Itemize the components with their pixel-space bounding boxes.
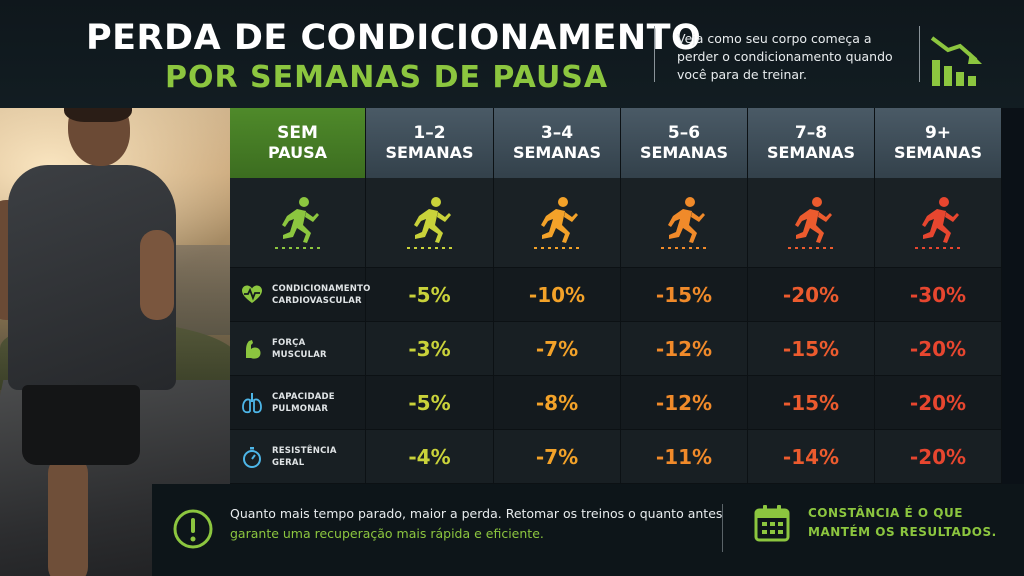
loss-value: -20% [875, 322, 1002, 376]
lungs-icon [242, 393, 262, 414]
column-header-line-1: SEM [277, 123, 318, 143]
runner-shorts [22, 385, 140, 465]
heart-pulse-icon [242, 285, 262, 303]
header: PERDA DE CONDICIONAMENTO POR SEMANAS DE … [0, 0, 1024, 108]
stopwatch-icon [243, 447, 261, 468]
column-header-line-1: 3–4 [540, 123, 574, 143]
title-line-1: PERDA DE CONDICIONAMENTO [86, 18, 702, 58]
running-person-icon [788, 197, 833, 249]
loss-value: -5% [366, 268, 494, 322]
header-divider [654, 26, 655, 82]
table-row: CONDICIONAMENTO CARDIOVASCULAR -5% -10% -15%… [230, 268, 1002, 322]
loss-value: -12% [621, 376, 748, 430]
loss-value: -11% [621, 430, 748, 484]
loss-value: -20% [875, 430, 1002, 484]
loss-value: -5% [366, 376, 494, 430]
row-label-text: CAPACIDADE PULMONAR [272, 391, 335, 415]
footer-tagline-line-1: CONSTÂNCIA É O QUE [808, 506, 963, 520]
column-header: 1–2 SEMANAS [366, 108, 494, 178]
column-header-line-2: SEMANAS [385, 143, 474, 162]
row-label: CAPACIDADE PULMONAR [230, 376, 366, 430]
footer-message-line-2: garante uma recuperação mais rápida e ef… [230, 526, 544, 541]
row-label: RESISTÊNCIA GERAL [230, 430, 366, 484]
running-person-icon [274, 197, 320, 249]
table-row: FORÇA MUSCULAR -3% -7% -12% -15% -20% [230, 322, 1002, 376]
loss-value: -4% [366, 430, 494, 484]
header-description: Veja como seu corpo começa a perder o co… [677, 31, 893, 82]
row-label-text: FORÇA MUSCULAR [272, 337, 327, 361]
row-label-line-2: CARDIOVASCULAR [272, 296, 362, 306]
row-label-line-1: RESISTÊNCIA [272, 446, 337, 456]
column-header-line-2: SEMANAS [639, 143, 729, 162]
header-divider [919, 26, 920, 82]
column-header-line-2: SEMANAS [766, 143, 856, 162]
column-header: 3–4 SEMANAS [494, 108, 621, 178]
row-label: FORÇA MUSCULAR [230, 322, 366, 376]
footer-tagline-line-2: MANTÉM OS RESULTADOS. [808, 525, 997, 539]
row-label-line-1: FORÇA [272, 338, 306, 348]
column-header-line-1: 5–6 [667, 123, 701, 143]
table-row: CAPACIDADE PULMONAR -5% -8% -12% -15% -20% [230, 376, 1002, 430]
row-label-line-2: GERAL [272, 458, 305, 468]
loss-value: -30% [875, 268, 1002, 322]
column-header: 9+ SEMANAS [875, 108, 1002, 178]
row-label-text: RESISTÊNCIA GERAL [272, 445, 337, 469]
footer-message-line-1: Quanto mais tempo parado, maior a perda.… [230, 506, 723, 521]
row-label-text: CONDICIONAMENTO CARDIOVASCULAR [272, 283, 371, 307]
runner-icons-row [230, 178, 1002, 268]
footer-divider [722, 504, 723, 552]
row-label-line-1: CONDICIONAMENTO [272, 284, 371, 294]
loss-value: -7% [494, 322, 621, 376]
running-person-icon [661, 197, 706, 249]
column-header-line-1: 9+ [924, 123, 952, 143]
column-header-line-1: 7–8 [794, 123, 828, 143]
row-label-line-2: MUSCULAR [272, 350, 327, 360]
runner-cell [748, 178, 875, 268]
calendar-icon [754, 505, 790, 542]
runner-cell [366, 178, 494, 268]
loss-value: -3% [366, 322, 494, 376]
exclamation-circle-icon [173, 509, 213, 549]
loss-value: -15% [748, 376, 875, 430]
loss-value: -15% [748, 322, 875, 376]
loss-value: -20% [748, 268, 875, 322]
table-row: RESISTÊNCIA GERAL -4% -7% -11% -14% -20% [230, 430, 1002, 484]
flexed-arm-icon [246, 340, 261, 359]
loss-value: -10% [494, 268, 621, 322]
column-header: 5–6 SEMANAS [621, 108, 748, 178]
column-header-line-2: SEMANAS [512, 143, 602, 162]
loss-table: SEM PAUSA 1–2 SEMANAS 3–4 SEMANAS 5–6 SEMANAS 7–… [230, 108, 1002, 484]
loss-value: -8% [494, 376, 621, 430]
footer: Quanto mais tempo parado, maior a perda.… [152, 484, 1024, 576]
running-person-icon [534, 197, 579, 249]
row-label: CONDICIONAMENTO CARDIOVASCULAR [230, 268, 370, 322]
runner-arm [140, 230, 174, 320]
runner-cell [875, 178, 1002, 268]
loss-value: -14% [748, 430, 875, 484]
column-header: 7–8 SEMANAS [748, 108, 875, 178]
runner-cell [621, 178, 748, 268]
column-header-line-2: PAUSA [267, 143, 328, 162]
runner-cell [494, 178, 621, 268]
loss-value: -12% [621, 322, 748, 376]
column-header-line-2: SEMANAS [893, 143, 983, 162]
running-person-icon [915, 197, 960, 249]
runner-cell [230, 178, 366, 268]
running-person-icon [406, 197, 452, 249]
declining-bar-chart-icon [930, 36, 982, 86]
column-header-line-1: 1–2 [413, 123, 446, 143]
loss-value: -20% [875, 376, 1002, 430]
title-line-2: POR SEMANAS DE PAUSA [165, 60, 609, 95]
column-header: SEM PAUSA [230, 108, 366, 178]
row-label-line-1: CAPACIDADE [272, 392, 335, 402]
loss-value: -7% [494, 430, 621, 484]
loss-value: -15% [621, 268, 748, 322]
runner-leg [48, 455, 88, 576]
row-label-line-2: PULMONAR [272, 404, 329, 414]
